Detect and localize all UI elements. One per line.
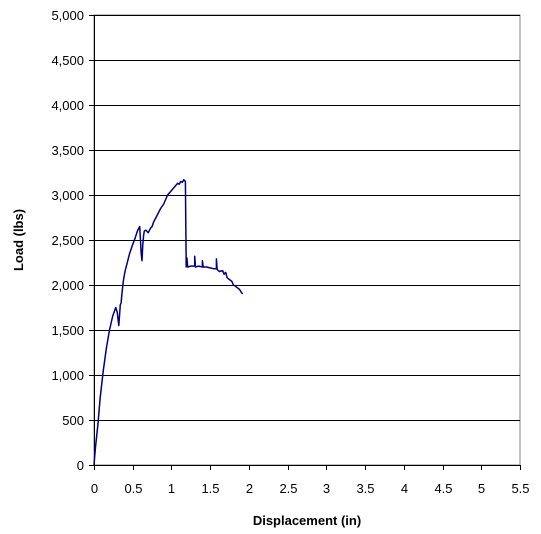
y-tick-label: 4,500: [51, 53, 84, 68]
series-layer: [93, 178, 244, 466]
y-tick-label: 500: [62, 413, 84, 428]
grid-lines: [94, 15, 520, 421]
series-line: [93, 178, 244, 466]
y-tick-label: 4,000: [51, 98, 84, 113]
y-tick-label: 0: [77, 458, 84, 473]
x-tick-label: 2: [246, 481, 253, 496]
y-tick-label: 1,000: [51, 368, 84, 383]
x-tick-labels: 0 0.5 1 1.5 2 2.5 3 3.5 4 4.5 5 5.5: [91, 481, 530, 496]
y-tick-label: 2,500: [51, 233, 84, 248]
x-tick-label: 3: [323, 481, 330, 496]
y-axis-title: Load (lbs): [11, 209, 26, 271]
y-tick-label: 2,000: [51, 278, 84, 293]
y-tick-labels: 0 500 1,000 1,500 2,000 2,500 3,000 3,500 4,000 4…: [51, 8, 84, 473]
x-tick-label: 2.5: [279, 481, 297, 496]
x-tick-label: 1: [168, 481, 175, 496]
y-tick-label: 1,500: [51, 323, 84, 338]
x-tick-label: 5: [478, 481, 485, 496]
x-tick-label: 0.5: [124, 481, 142, 496]
y-tick-label: 5,000: [51, 8, 84, 23]
y-tick-label: 3,500: [51, 143, 84, 158]
x-tick-label: 4: [401, 481, 408, 496]
x-tick-label: 1.5: [201, 481, 219, 496]
axes: [89, 15, 521, 470]
x-axis-title: Displacement (in): [253, 513, 361, 528]
x-tick-label: 0: [91, 481, 98, 496]
y-tick-label: 3,000: [51, 188, 84, 203]
x-tick-label: 3.5: [356, 481, 374, 496]
x-tick-label: 5.5: [511, 481, 529, 496]
x-tick-label: 4.5: [434, 481, 452, 496]
